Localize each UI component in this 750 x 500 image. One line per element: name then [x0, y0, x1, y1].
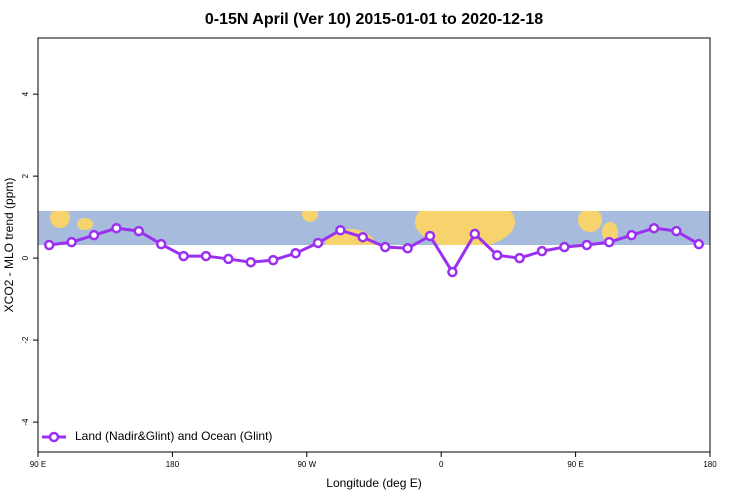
x-tick-label: 90 E	[567, 460, 583, 469]
chart-title: 0-15N April (Ver 10) 2015-01-01 to 2020-…	[205, 11, 543, 28]
point	[447, 266, 458, 278]
point	[491, 249, 503, 261]
y-tick-label: 0	[21, 255, 30, 260]
point	[43, 239, 55, 251]
point	[648, 222, 660, 234]
point	[111, 222, 122, 234]
point	[559, 241, 570, 253]
point	[671, 225, 682, 237]
x-tick-label: 90 W	[297, 460, 316, 469]
legend-anchor	[39, 427, 41, 429]
x-tick-label: 90 E	[30, 460, 46, 469]
point	[514, 252, 525, 264]
x-tick-label: 0	[439, 460, 444, 469]
point	[178, 250, 189, 262]
y-tick-label: 4	[21, 91, 30, 96]
point	[424, 230, 436, 242]
point	[581, 239, 593, 251]
y-tick-label: 2	[21, 173, 30, 178]
y-axis-label: XCO2 - MLO trend (ppm)	[2, 178, 16, 313]
point	[290, 247, 301, 259]
point	[200, 250, 212, 262]
point	[357, 231, 369, 243]
point	[66, 236, 77, 248]
x-axis-label: Longitude (deg E)	[326, 476, 421, 490]
y-tick-label: -4	[21, 418, 30, 426]
point	[379, 241, 391, 253]
legend-marker	[48, 431, 60, 443]
point	[133, 225, 145, 237]
point	[693, 238, 705, 250]
legend-label: Land (Nadir&Glint) and Ocean (Glint)	[75, 429, 272, 443]
point	[402, 243, 413, 254]
x-tick-label: 180	[166, 460, 180, 469]
y-tick-label: -2	[21, 336, 30, 344]
plot-frame	[37, 37, 711, 453]
point	[155, 238, 167, 250]
point	[223, 253, 234, 265]
point	[312, 237, 324, 249]
point	[603, 236, 615, 248]
point	[536, 245, 548, 257]
point	[469, 228, 481, 240]
x-tick-label: 180	[703, 460, 717, 469]
point	[335, 224, 346, 236]
point	[267, 254, 279, 266]
point	[245, 256, 257, 268]
point	[626, 229, 637, 241]
point	[88, 229, 100, 241]
